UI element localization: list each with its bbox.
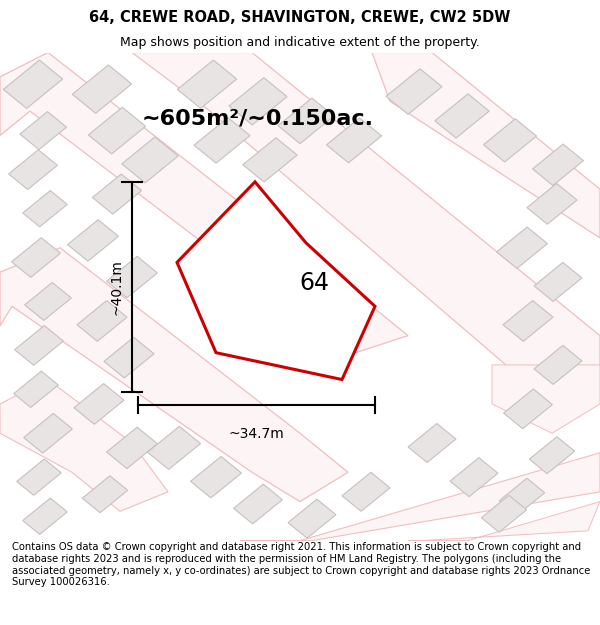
Polygon shape	[148, 426, 200, 469]
Polygon shape	[529, 437, 575, 474]
Polygon shape	[0, 248, 348, 502]
Polygon shape	[191, 456, 241, 498]
Polygon shape	[534, 262, 582, 301]
Text: Map shows position and indicative extent of the property.: Map shows position and indicative extent…	[120, 36, 480, 49]
Polygon shape	[11, 238, 61, 278]
Polygon shape	[408, 502, 600, 541]
Text: Contains OS data © Crown copyright and database right 2021. This information is : Contains OS data © Crown copyright and d…	[12, 542, 590, 588]
Polygon shape	[372, 52, 600, 238]
Polygon shape	[178, 60, 236, 108]
Polygon shape	[288, 499, 336, 538]
Polygon shape	[20, 112, 67, 149]
Polygon shape	[14, 371, 58, 408]
Polygon shape	[499, 478, 545, 515]
Polygon shape	[107, 256, 157, 298]
Polygon shape	[342, 472, 390, 511]
Polygon shape	[484, 119, 536, 162]
Polygon shape	[233, 484, 283, 524]
Polygon shape	[14, 326, 64, 365]
Polygon shape	[194, 118, 250, 163]
Polygon shape	[527, 184, 577, 224]
Polygon shape	[25, 282, 71, 321]
Polygon shape	[104, 338, 154, 378]
Polygon shape	[534, 346, 582, 384]
Polygon shape	[4, 60, 62, 108]
Polygon shape	[533, 144, 583, 186]
Text: 64: 64	[299, 271, 329, 295]
Polygon shape	[107, 427, 157, 469]
Polygon shape	[503, 389, 553, 429]
Polygon shape	[23, 413, 73, 453]
Polygon shape	[278, 98, 334, 144]
Polygon shape	[122, 137, 178, 183]
Polygon shape	[8, 150, 58, 189]
Polygon shape	[481, 495, 527, 532]
Polygon shape	[492, 365, 600, 433]
Polygon shape	[497, 227, 547, 269]
Text: 64, CREWE ROAD, SHAVINGTON, CREWE, CW2 5DW: 64, CREWE ROAD, SHAVINGTON, CREWE, CW2 5…	[89, 10, 511, 25]
Polygon shape	[326, 118, 382, 162]
Polygon shape	[243, 138, 297, 182]
Polygon shape	[73, 65, 131, 113]
Text: ~34.7m: ~34.7m	[229, 427, 284, 441]
Polygon shape	[82, 476, 128, 512]
Polygon shape	[0, 379, 168, 511]
Polygon shape	[132, 52, 600, 394]
Polygon shape	[408, 424, 456, 462]
Text: ~40.1m: ~40.1m	[110, 259, 124, 315]
Polygon shape	[77, 301, 127, 341]
Polygon shape	[17, 459, 61, 495]
Text: ~605m²/~0.150ac.: ~605m²/~0.150ac.	[142, 108, 374, 128]
Polygon shape	[435, 94, 489, 138]
Polygon shape	[177, 182, 375, 379]
Polygon shape	[229, 78, 287, 125]
Polygon shape	[450, 458, 498, 497]
Polygon shape	[23, 498, 67, 534]
Polygon shape	[68, 220, 118, 261]
Polygon shape	[88, 107, 146, 154]
Polygon shape	[503, 301, 553, 341]
Polygon shape	[23, 191, 67, 227]
Polygon shape	[0, 52, 408, 355]
Polygon shape	[386, 69, 442, 114]
Polygon shape	[74, 384, 124, 424]
Polygon shape	[240, 452, 600, 541]
Polygon shape	[92, 174, 142, 214]
